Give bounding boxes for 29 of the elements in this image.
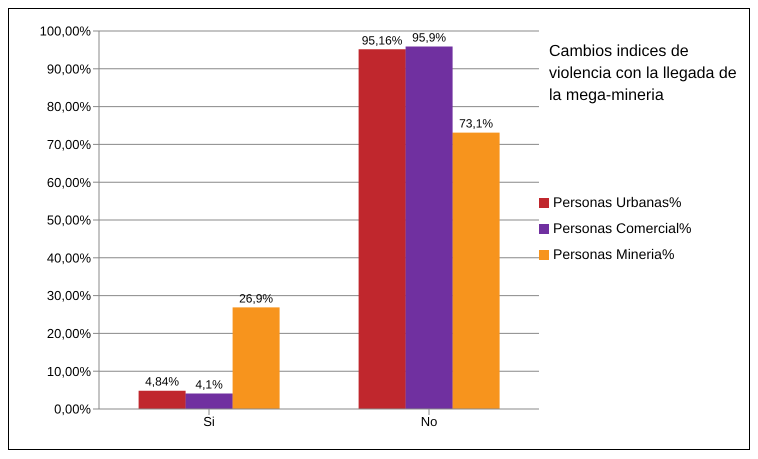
y-tick-label: 10,00% (46, 364, 92, 379)
legend-label: Personas Urbanas% (553, 194, 682, 210)
legend-label: Personas Mineria% (553, 246, 674, 262)
text: Cambios indices de violencia con la llegada de la mega-mineria (549, 42, 738, 106)
y-tick-label: 40,00% (46, 250, 92, 266)
data-label: 26,9% (239, 291, 274, 306)
bar (358, 49, 406, 409)
data-label: 4,84% (145, 374, 180, 389)
y-tick-label: 80,00% (46, 99, 92, 114)
y-tick-label: 50,00% (46, 212, 92, 228)
y-tick-label: 30,00% (46, 288, 92, 304)
bar (186, 394, 233, 409)
y-tick-label: 70,00% (46, 137, 92, 152)
x-tick-label: No (420, 414, 438, 430)
legend-label: Personas Comercial% (553, 220, 692, 236)
bar (232, 307, 280, 409)
x-tick-label: Si (203, 414, 215, 430)
bar (138, 390, 186, 409)
bar (452, 132, 500, 409)
y-tick-label: 100,00% (40, 24, 92, 39)
data-label: 4,1% (195, 378, 224, 392)
y-tick-label: 0,00% (54, 402, 92, 417)
data-label: 95,9% (412, 30, 446, 44)
y-tick-label: 60,00% (46, 174, 92, 190)
data-label: 95,16% (362, 33, 403, 48)
data-label: 73,1% (459, 116, 494, 131)
bar (406, 46, 453, 409)
y-tick-label: 20,00% (46, 326, 92, 342)
y-tick-label: 90,00% (46, 61, 92, 76)
